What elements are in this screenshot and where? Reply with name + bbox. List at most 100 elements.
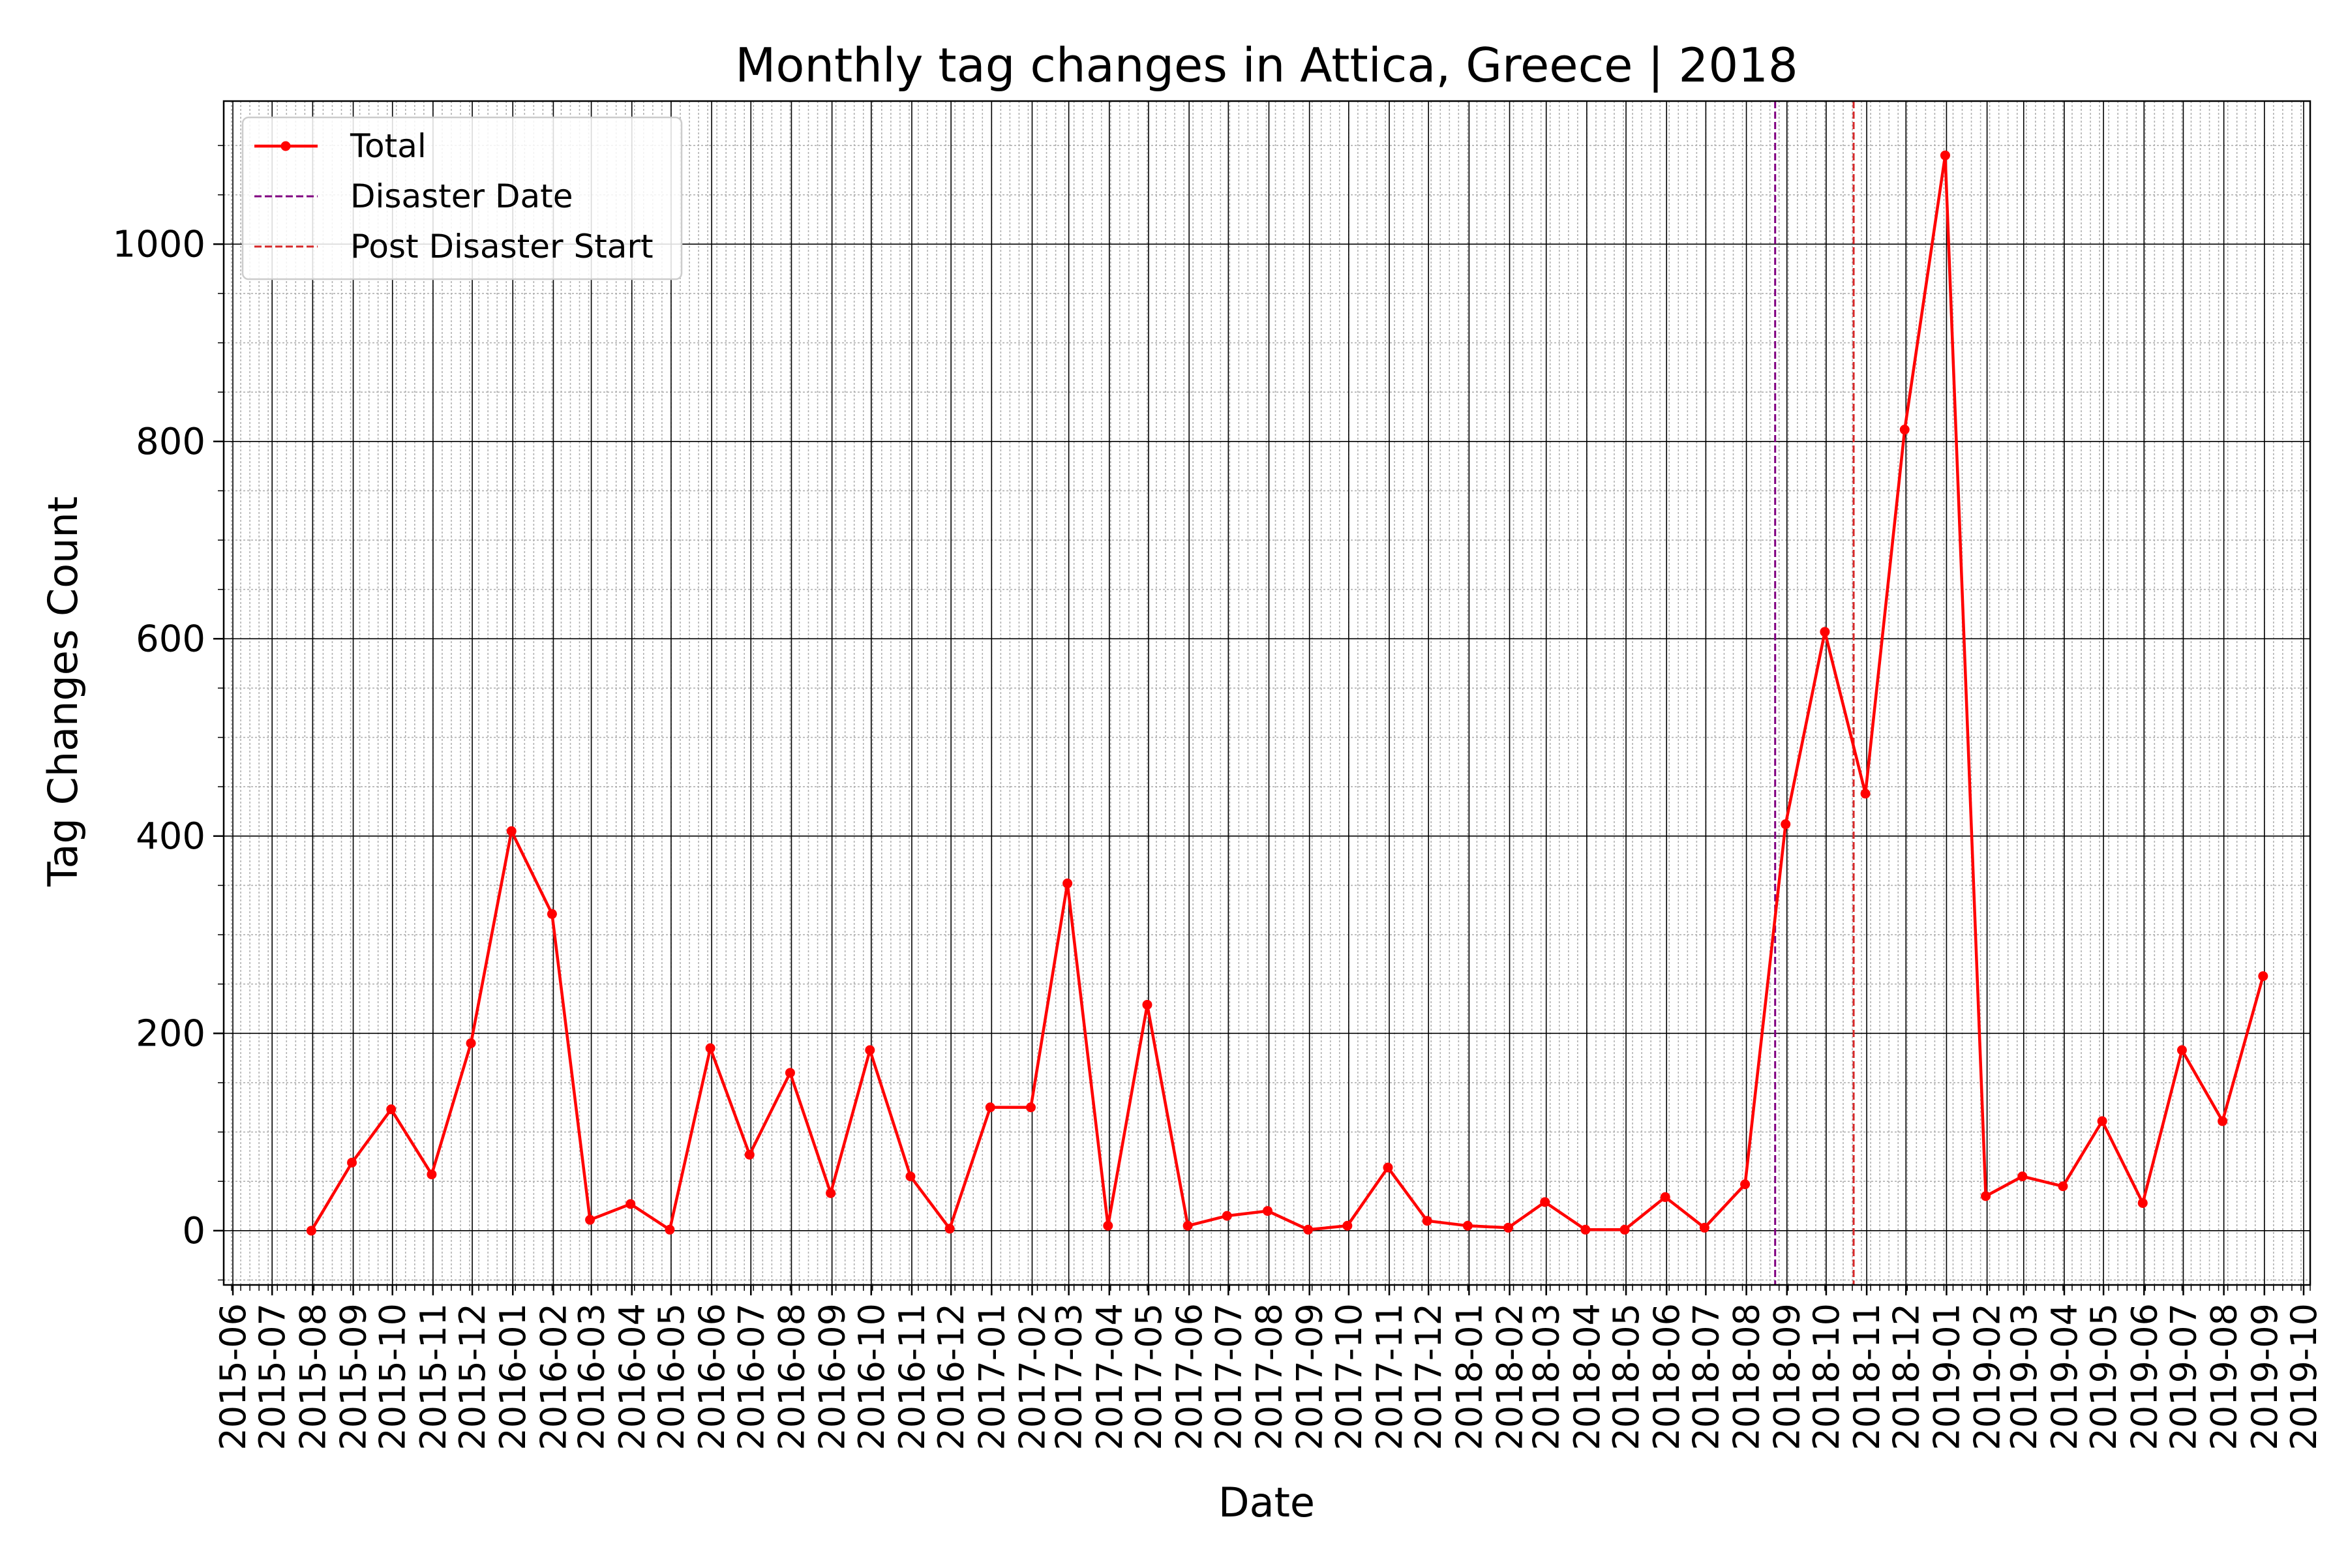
data-point [1503, 1222, 1514, 1233]
data-point [1303, 1224, 1314, 1235]
legend-label: Post Disaster Start [350, 228, 654, 265]
series-layer [306, 150, 2268, 1236]
data-point [1182, 1220, 1193, 1231]
event-lines [1774, 101, 1855, 1285]
y-tick-label: 200 [136, 1012, 205, 1055]
data-point [1619, 1224, 1630, 1235]
data-point [1025, 1102, 1036, 1113]
data-point [785, 1068, 795, 1078]
x-tick-label: 2018-11 [1846, 1303, 1888, 1451]
x-tick-label: 2016-07 [730, 1303, 772, 1451]
plot-frame [222, 100, 2311, 1286]
x-tick-label: 2018-10 [1806, 1303, 1847, 1451]
data-point [985, 1102, 995, 1113]
data-point [1660, 1192, 1670, 1202]
y-tick-label: 1000 [112, 223, 205, 265]
data-point [2017, 1171, 2028, 1182]
data-point [1699, 1222, 1709, 1233]
x-tick-label: 2016-02 [533, 1303, 574, 1451]
x-tick-label: 2015-09 [333, 1303, 374, 1451]
data-point [2097, 1116, 2107, 1126]
x-axis-label: Date [1218, 1479, 1315, 1526]
legend-label: Total [350, 127, 427, 165]
x-tick-label: 2017-12 [1408, 1303, 1449, 1451]
x-tick-label: 2017-09 [1289, 1303, 1331, 1451]
data-point [1222, 1211, 1232, 1221]
x-tick-label: 2018-06 [1646, 1303, 1687, 1451]
x-tick-label: 2019-01 [1926, 1303, 1967, 1451]
x-tick-label: 2016-04 [612, 1303, 653, 1451]
minor-grid [224, 101, 2311, 1285]
x-tick-label: 2018-12 [1886, 1303, 1927, 1451]
x-tick-label: 2017-04 [1089, 1303, 1130, 1451]
x-tick-label: 2017-03 [1049, 1303, 1090, 1451]
x-tick-label: 2017-05 [1128, 1303, 1169, 1451]
data-point [1740, 1179, 1751, 1190]
x-tick-label: 2019-02 [1967, 1303, 2008, 1451]
data-point [1383, 1162, 1393, 1173]
x-tick-label: 2016-09 [812, 1303, 853, 1451]
x-tick-label: 2016-11 [892, 1303, 933, 1451]
data-point [665, 1224, 675, 1235]
legend-marker [280, 141, 291, 151]
legend-label: Disaster Date [350, 177, 573, 215]
data-point [506, 826, 517, 836]
data-point [1820, 627, 1830, 637]
data-point [2176, 1045, 2187, 1055]
data-point [944, 1224, 955, 1234]
data-point [585, 1214, 595, 1225]
x-tick-label: 2019-05 [2083, 1303, 2124, 1451]
x-tick-label: 2017-10 [1329, 1303, 1370, 1451]
data-point [1062, 878, 1073, 888]
x-tick-label: 2015-10 [372, 1303, 414, 1451]
data-point [625, 1199, 636, 1209]
x-tick-label: 2015-07 [252, 1303, 293, 1451]
x-tick-label: 2016-10 [851, 1303, 892, 1451]
chart-title: Monthly tag changes in Attica, Greece | … [735, 38, 1798, 93]
x-tick-label: 2019-06 [2124, 1303, 2165, 1451]
series-line [310, 153, 2265, 1231]
x-tick-label: 2019-03 [2004, 1303, 2045, 1451]
data-point [386, 1104, 397, 1115]
x-tick-label: 2015-08 [292, 1303, 333, 1451]
x-tick-label: 2017-02 [1012, 1303, 1053, 1451]
x-tick-label: 2015-06 [213, 1303, 254, 1451]
y-axis-label: Tag Changes Count [39, 496, 87, 887]
x-tick-label: 2015-12 [452, 1303, 493, 1451]
x-tick-label: 2017-11 [1369, 1303, 1410, 1451]
x-tick-label: 2019-04 [2044, 1303, 2085, 1451]
x-tick-label: 2016-01 [492, 1303, 534, 1451]
data-point [1860, 789, 1871, 799]
data-point [1342, 1220, 1353, 1231]
x-tick-label: 2019-08 [2204, 1303, 2245, 1451]
data-point [1540, 1197, 1550, 1207]
major-grid [224, 101, 2310, 1285]
x-tick-label: 2016-08 [771, 1303, 812, 1451]
data-point [2218, 1116, 2228, 1126]
data-point [1781, 819, 1791, 830]
data-point [2058, 1181, 2068, 1192]
data-point [826, 1188, 836, 1198]
data-point [466, 1038, 476, 1048]
data-point [705, 1043, 715, 1053]
data-point [1103, 1220, 1113, 1231]
x-tick-label: 2019-10 [2283, 1303, 2325, 1451]
data-point [1142, 999, 1152, 1010]
data-point [306, 1226, 316, 1236]
x-tick-label: 2018-04 [1567, 1303, 1608, 1451]
x-tick-label: 2018-08 [1726, 1303, 1768, 1451]
data-point [865, 1045, 875, 1055]
x-tick-label: 2016-05 [651, 1303, 692, 1451]
legend: Total Disaster Date Post Disaster Start [241, 116, 683, 280]
y-tick-label: 400 [136, 815, 205, 858]
x-tick-label: 2016-12 [931, 1303, 972, 1451]
x-tick-label: 2018-07 [1685, 1303, 1726, 1451]
data-point [1981, 1191, 1991, 1201]
x-tick-label: 2017-08 [1249, 1303, 1290, 1451]
data-point [2137, 1198, 2148, 1208]
data-point [2258, 971, 2268, 982]
x-tick-label: 2018-01 [1449, 1303, 1490, 1451]
